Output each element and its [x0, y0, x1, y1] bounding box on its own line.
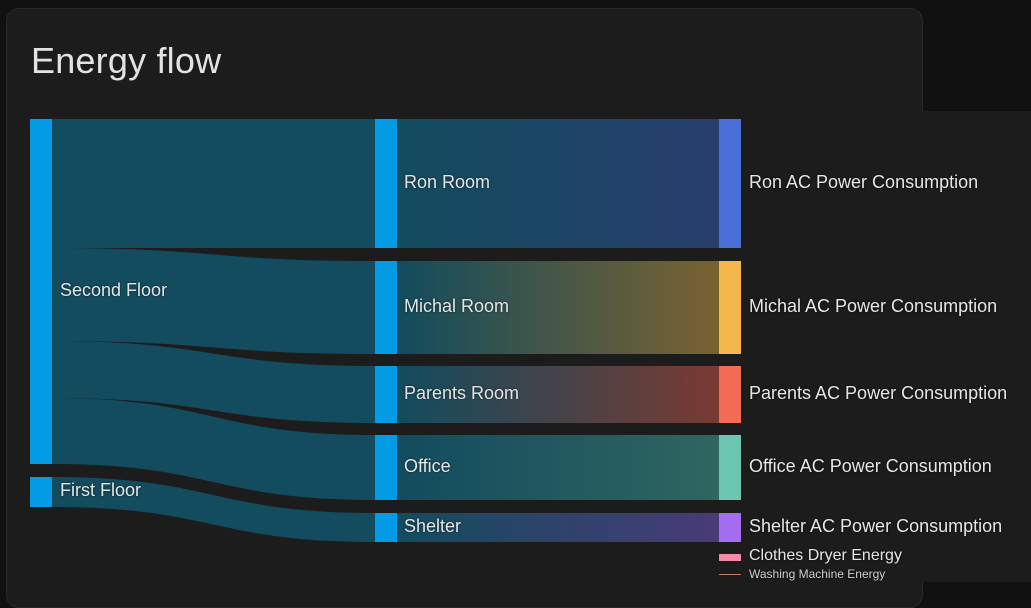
node-first-floor[interactable] — [30, 477, 52, 507]
node-label-office: Office — [404, 456, 451, 476]
node-label-first-floor: First Floor — [60, 480, 141, 500]
node-shelter-ac[interactable] — [719, 513, 741, 542]
node-label-washing-machine: Washing Machine Energy — [749, 567, 886, 581]
node-ron-room[interactable] — [375, 119, 397, 248]
node-shelter[interactable] — [375, 513, 397, 542]
node-label-ron-room: Ron Room — [404, 172, 491, 192]
link-second-floor-parents-room — [52, 341, 375, 423]
node-label-clothes-dryer: Clothes Dryer Energy — [749, 547, 902, 564]
node-label-second-floor: Second Floor — [60, 280, 168, 300]
link-second-floor-ron-room — [52, 119, 375, 248]
node-label-parents-ac: Parents AC Power Consumption — [749, 383, 1008, 403]
node-michal-ac[interactable] — [719, 261, 741, 354]
link-ron-room-ron-ac — [397, 119, 719, 248]
link-second-floor-office — [52, 398, 375, 500]
node-label-michal-ac: Michal AC Power Consumption — [749, 296, 998, 316]
node-label-shelter-ac: Shelter AC Power Consumption — [749, 516, 1003, 536]
node-michal-room[interactable] — [375, 261, 397, 354]
link-second-floor-michal-room — [52, 248, 375, 354]
node-label-parents-room: Parents Room — [404, 383, 520, 403]
link-office-office-ac — [397, 435, 719, 500]
node-label-shelter: Shelter — [404, 516, 462, 536]
node-second-floor[interactable] — [30, 119, 52, 464]
sankey-diagram — [30, 119, 741, 575]
link-michal-room-michal-ac — [397, 261, 719, 354]
node-ron-ac[interactable] — [719, 119, 741, 248]
link-first-floor-shelter — [52, 477, 375, 542]
node-parents-ac[interactable] — [719, 366, 741, 423]
node-label-michal-room: Michal Room — [404, 296, 510, 316]
link-shelter-shelter-ac — [397, 513, 719, 542]
node-washing-machine[interactable] — [719, 574, 741, 575]
card-overflow-area — [916, 111, 1031, 582]
node-office[interactable] — [375, 435, 397, 500]
node-office-ac[interactable] — [719, 435, 741, 500]
link-parents-room-parents-ac — [397, 366, 719, 423]
node-parents-room[interactable] — [375, 366, 397, 423]
card-title: Energy flow — [31, 40, 222, 81]
node-label-ron-ac: Ron AC Power Consumption — [749, 172, 979, 192]
node-clothes-dryer[interactable] — [719, 554, 741, 561]
node-label-office-ac: Office AC Power Consumption — [749, 456, 992, 476]
